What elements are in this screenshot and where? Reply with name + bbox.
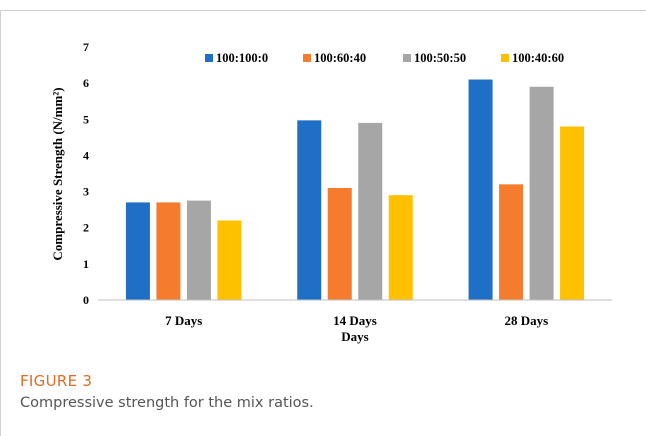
legend-label: 100:100:0 (216, 51, 268, 65)
legend-label: 100:60:40 (314, 51, 366, 65)
y-axis-label: Compressive Strength (N/mm²) (50, 87, 65, 260)
chart-legend: 100:100:0 100:60:40 100:50:50 100:40:60 (205, 51, 564, 65)
bar-100-40-60-28-days (560, 126, 585, 300)
bar-100-40-60-7-days (217, 220, 242, 300)
bar-100-50-50-7-days (186, 200, 211, 300)
bar-100-60-40-7-days (156, 202, 181, 300)
x-axis-label: Days (341, 329, 368, 344)
bar-100-100-0-7-days (125, 202, 150, 300)
bar-100-60-40-28-days (499, 184, 524, 300)
y-tick-label: 6 (83, 76, 89, 90)
bar-100-40-60-14-days (388, 195, 413, 300)
y-axis-ticks: 0 1 2 3 4 5 6 7 (83, 40, 89, 307)
y-tick-label: 2 (83, 221, 89, 235)
x-tick-label: 14 Days (333, 313, 377, 328)
legend-swatch (403, 54, 411, 62)
y-tick-label: 4 (83, 148, 89, 162)
y-tick-label: 1 (83, 257, 89, 271)
figure-frame-top (0, 10, 646, 11)
bar-chart: 100:100:0 100:60:40 100:50:50 100:40:60 0 1 2… (50, 40, 612, 344)
y-tick-label: 7 (83, 40, 89, 54)
legend-label: 100:40:60 (512, 51, 564, 65)
bar-100-50-50-14-days (358, 122, 383, 301)
bar-100-100-0-14-days (297, 120, 322, 301)
bar-100-100-0-28-days (468, 79, 493, 301)
x-tick-label: 28 Days (504, 313, 548, 328)
x-axis-ticks: 7 Days 14 Days 28 Days (165, 313, 548, 328)
figure-caption: Compressive strength for the mix ratios. (20, 395, 314, 411)
legend-swatch (501, 54, 509, 62)
bar-100-60-40-14-days (327, 187, 352, 300)
y-tick-label: 5 (83, 112, 89, 126)
legend-label: 100:50:50 (414, 51, 466, 65)
y-tick-label: 0 (83, 293, 89, 307)
chart-bars (125, 79, 585, 301)
figure-label: FIGURE 3 (20, 372, 93, 390)
legend-swatch (205, 54, 213, 62)
bar-100-50-50-28-days (529, 86, 554, 300)
x-tick-label: 7 Days (165, 313, 202, 328)
figure-frame-left (0, 10, 1, 436)
y-tick-label: 3 (83, 185, 89, 199)
legend-swatch (303, 54, 311, 62)
